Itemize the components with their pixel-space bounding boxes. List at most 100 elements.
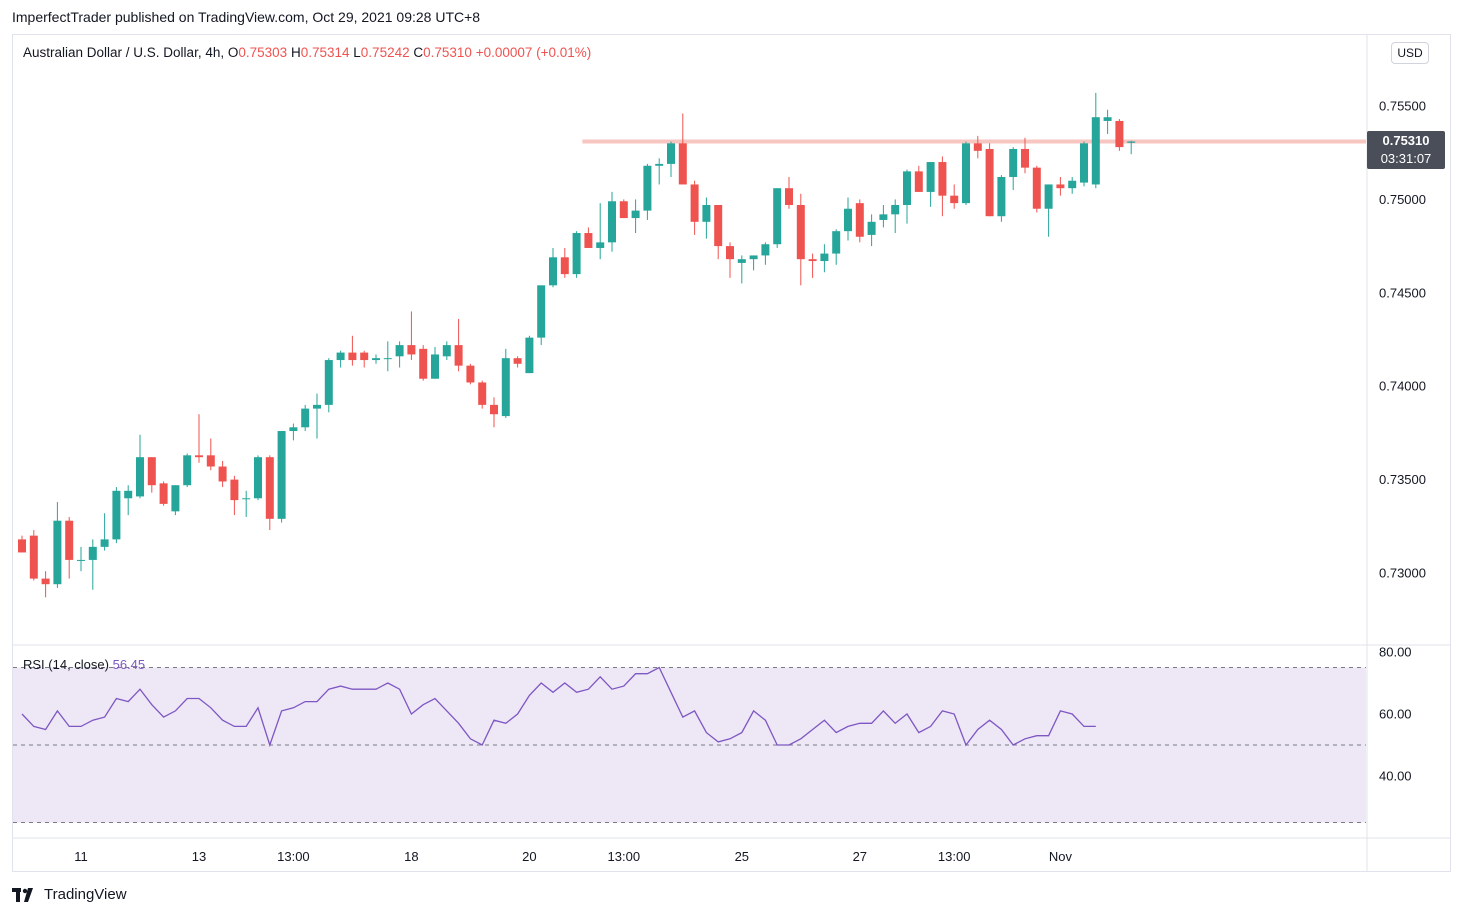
candle-body (1009, 148, 1018, 177)
time-tick-label: 13 (192, 849, 206, 864)
time-tick-label: 18 (404, 849, 418, 864)
candle-body (348, 352, 357, 361)
last-price-value: 0.75310 (1382, 133, 1430, 148)
price-tick-label: 0.74500 (1379, 285, 1426, 300)
rsi-tick-label: 40.00 (1379, 769, 1412, 784)
candle-body (454, 345, 463, 366)
footer-brand: TradingView (12, 886, 127, 903)
candle-body (289, 427, 298, 432)
candle-body (737, 259, 746, 263)
candle-body (431, 354, 439, 379)
candle-body (596, 242, 605, 248)
rsi-tick-label: 80.00 (1379, 645, 1412, 660)
candle-body (77, 559, 85, 561)
candle-body (702, 205, 711, 222)
time-tick-label: Nov (1049, 849, 1073, 864)
price-tick-label: 0.75000 (1379, 192, 1426, 207)
time-tick-label: 11 (74, 849, 88, 864)
currency-button[interactable]: USD (1391, 42, 1429, 64)
rsi-line (21, 666, 1096, 748)
time-tick-label: 20 (522, 849, 536, 864)
open-label: O (227, 45, 239, 60)
candle-body (844, 208, 852, 232)
candle-body (100, 539, 109, 547)
chart-frame (12, 34, 1451, 872)
candle-body (785, 188, 793, 206)
rsi-label: RSI (14, close) (23, 657, 109, 672)
time-tick-label: 25 (735, 849, 749, 864)
candle-body (478, 382, 487, 405)
candle-body (549, 257, 557, 286)
candle-body (1127, 141, 1136, 143)
candle-body (560, 257, 569, 275)
candle-body (820, 253, 829, 262)
candle-body (466, 365, 475, 383)
candle-body (1056, 184, 1065, 189)
candle-body (29, 535, 38, 579)
candle-body (136, 457, 144, 497)
price-tick-label: 0.74000 (1379, 379, 1426, 394)
candle-body (855, 203, 864, 237)
candle-body (867, 221, 876, 235)
price-tick-label: 0.73500 (1379, 472, 1426, 487)
attribution-text: ImperfectTrader published on TradingView… (12, 9, 481, 25)
candle-body (962, 143, 970, 204)
candle-body (183, 455, 192, 486)
candle-body (442, 345, 451, 357)
low-value: 0.75242 (360, 45, 410, 60)
candle-body (926, 162, 935, 192)
price-tick-label: 0.73000 (1379, 566, 1426, 581)
close-label: C (413, 45, 424, 60)
footer-brand-label: TradingView (44, 886, 127, 903)
close-value: 0.75310 (423, 45, 472, 60)
candle-body (608, 201, 616, 243)
candle-body (242, 498, 251, 500)
candle-body (159, 483, 168, 504)
candle-body (619, 201, 628, 219)
candle-body (761, 244, 770, 256)
high-label: H (290, 45, 301, 60)
time-tick-label: 13:00 (608, 849, 641, 864)
candle-body (265, 457, 274, 519)
rsi-tick-label: 60.00 (1379, 707, 1412, 722)
candle-body (372, 358, 380, 361)
candle-body (18, 539, 26, 553)
candle-body (513, 358, 522, 364)
candle-body (1068, 180, 1077, 189)
time-tick-label: 27 (853, 849, 867, 864)
candle-body (171, 485, 180, 512)
candle-body (525, 337, 534, 374)
candle-body (1103, 117, 1112, 121)
candle-body (537, 285, 546, 338)
candle-body (218, 466, 227, 482)
symbol-legend: Australian Dollar / U.S. Dollar, 4h, O0.… (23, 45, 591, 60)
candle-body (41, 578, 50, 585)
candle-body (690, 184, 699, 222)
candle-body (360, 352, 369, 361)
bar-countdown: 03:31:07 (1380, 151, 1432, 166)
candle-body (997, 176, 1006, 217)
candle-body (254, 457, 262, 499)
candle-body (407, 345, 416, 355)
candle-body (124, 490, 133, 499)
rsi-value: 56.45 (112, 657, 146, 672)
time-tick-label: 13:00 (938, 849, 971, 864)
candle-body (395, 345, 404, 357)
candle-body (490, 404, 498, 415)
candle-body (195, 455, 203, 458)
candle-body (643, 165, 652, 211)
candle-body (773, 188, 782, 245)
candle-body (985, 148, 994, 217)
candle-body (1091, 117, 1100, 185)
candle-body (667, 143, 675, 164)
high-value: 0.75314 (300, 45, 350, 60)
candle-body (572, 233, 581, 275)
candle-body (726, 246, 734, 260)
candle-body (879, 214, 888, 220)
candle-body (53, 520, 62, 585)
candle-body (631, 210, 640, 219)
last-price-badge: 0.75310 03:31:07 (1367, 131, 1445, 169)
candle-body (749, 255, 758, 260)
candle-body (714, 205, 723, 247)
